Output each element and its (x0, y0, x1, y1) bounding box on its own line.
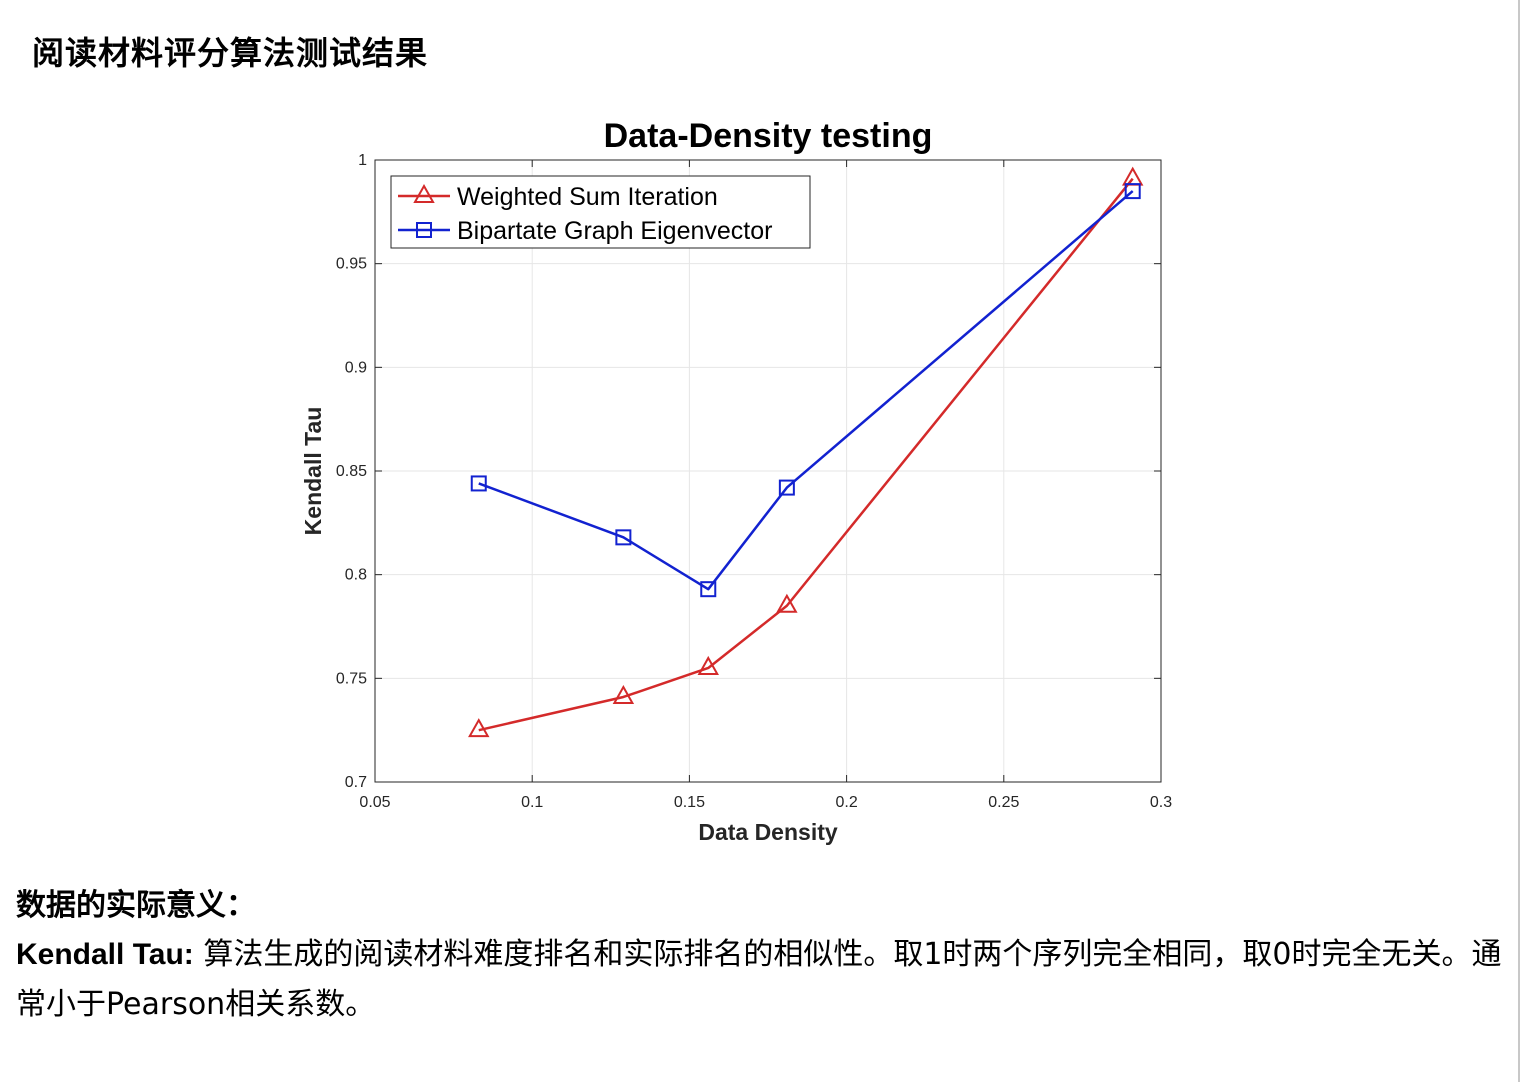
legend-label-1: Weighted Sum Iteration (457, 183, 718, 211)
chart-legend: Weighted Sum Iteration Bipartate Graph E… (390, 175, 811, 249)
series-line-1 (478, 177, 1134, 732)
data-point-square (778, 479, 795, 496)
y-tick-label: 0.75 (336, 670, 367, 687)
series-line-2 (478, 190, 1134, 591)
data-point-triangle (776, 593, 798, 613)
y-tick-label: 0.95 (336, 256, 367, 273)
legend-label-2: Bipartate Graph Eigenvector (457, 217, 772, 245)
data-point-square (700, 581, 717, 598)
plot-frame (374, 159, 1162, 783)
x-tick-label: 0.05 (359, 794, 390, 811)
y-tick-label: 0.9 (345, 359, 367, 376)
y-tick-label: 0.8 (345, 567, 367, 584)
legend-marker-square-icon (416, 222, 432, 238)
y-tick-label: 0.85 (336, 463, 367, 480)
data-point-triangle (612, 684, 635, 704)
page-title: 阅读材料评分算法测试结果 (32, 34, 429, 72)
y-tick-label: 1 (358, 152, 367, 169)
section-heading: 数据的实际意义： (16, 888, 256, 923)
x-axis-label: Data Density (698, 819, 838, 845)
x-tick-label: 0.25 (988, 794, 1019, 811)
data-point-square (1124, 183, 1141, 200)
line-chart: Data-Density testing 0.05 0.1 0.15 0.2 0.25 0… (300, 117, 1172, 845)
x-tick-label: 0.15 (674, 794, 705, 811)
data-point-square (615, 529, 632, 546)
x-tick-label: 0.3 (1150, 794, 1172, 811)
axes (374, 159, 1162, 783)
legend-box (390, 175, 811, 249)
term-label: Kendall Tau: (16, 938, 194, 971)
y-axis-label: Kendall Tau (300, 407, 326, 536)
legend-marker-triangle-icon (413, 183, 435, 203)
y-tick-label: 0.7 (345, 774, 367, 791)
data-point-triangle (697, 655, 719, 675)
x-tick-label: 0.1 (521, 794, 543, 811)
chart-title: Data-Density testing (604, 117, 933, 155)
description-paragraph: Kendall Tau: 算法生成的阅读材料难度排名和实际排名的相似性。取1时两… (16, 930, 1516, 1030)
scrollbar-track[interactable] (1518, 0, 1520, 1082)
x-tick-labels: 0.05 0.1 0.15 0.2 0.25 0.3 (359, 794, 1172, 811)
description-text: 算法生成的阅读材料难度排名和实际排名的相似性。取1时两个序列完全相同，取0时完全… (16, 937, 1502, 1022)
series-layer (468, 166, 1144, 738)
data-point-triangle (468, 718, 490, 738)
grid-lines (375, 160, 1161, 782)
x-tick-label: 0.2 (835, 794, 857, 811)
y-tick-labels: 0.7 0.75 0.8 0.85 0.9 0.95 1 (336, 152, 367, 791)
data-point-square (470, 475, 487, 492)
